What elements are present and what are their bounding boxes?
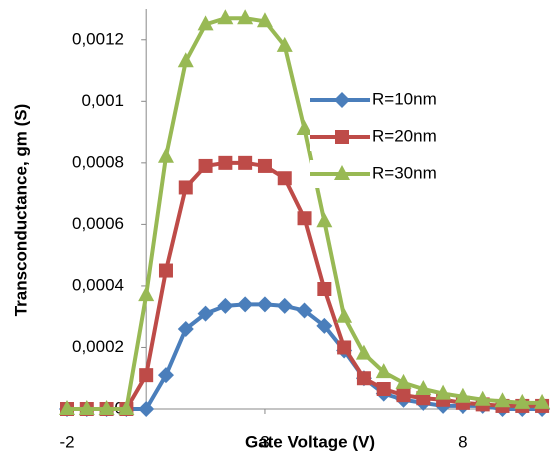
y-tick-label: 0,001	[81, 91, 124, 110]
marker	[157, 147, 174, 163]
marker	[177, 321, 194, 337]
marker	[276, 36, 293, 52]
marker	[335, 130, 349, 144]
marker	[336, 307, 353, 323]
x-tick-label: 3	[260, 432, 269, 451]
marker	[296, 120, 313, 135]
marker	[395, 373, 412, 389]
marker	[334, 165, 350, 180]
marker	[514, 393, 531, 409]
marker	[197, 15, 214, 31]
y-tick-label: 0,0008	[72, 152, 124, 171]
x-axis-label: Gate Voltage (V)	[245, 432, 375, 451]
marker	[534, 393, 551, 409]
marker	[494, 392, 511, 408]
legend-label: R=20nm	[372, 126, 437, 145]
marker	[376, 382, 391, 396]
x-tick-label: 8	[458, 432, 467, 451]
marker	[396, 388, 411, 403]
y-tick-label: 0,0006	[72, 214, 124, 233]
marker	[78, 400, 95, 415]
marker	[197, 305, 214, 322]
marker	[415, 380, 432, 395]
marker	[177, 52, 194, 68]
marker	[157, 367, 174, 384]
marker	[316, 317, 333, 334]
marker	[356, 371, 371, 386]
marker	[138, 401, 155, 417]
marker	[277, 171, 292, 186]
y-tick-label: 0,0012	[72, 29, 124, 48]
marker	[118, 400, 135, 415]
marker	[217, 9, 234, 25]
marker	[454, 387, 471, 403]
legend-label: R=30nm	[372, 163, 437, 182]
legend-label: R=10nm	[372, 89, 437, 108]
y-tick-label: 0,0002	[72, 337, 124, 356]
marker	[237, 296, 254, 313]
marker	[296, 302, 313, 319]
marker	[355, 344, 372, 360]
series-line	[67, 302, 543, 411]
y-axis-label: Transconductance, gm (S)	[11, 104, 30, 317]
marker	[276, 297, 293, 314]
marker	[158, 263, 173, 278]
marker	[59, 400, 75, 415]
marker	[317, 282, 332, 296]
marker	[334, 92, 350, 108]
marker	[138, 286, 155, 302]
marker	[217, 297, 234, 314]
series-line	[67, 160, 543, 411]
y-tick-label: 0,0004	[72, 275, 124, 294]
marker	[218, 155, 233, 170]
marker	[435, 384, 452, 400]
marker	[237, 9, 254, 25]
marker	[316, 212, 333, 228]
marker	[474, 390, 491, 406]
marker	[238, 155, 253, 170]
marker	[256, 296, 273, 313]
marker	[178, 180, 193, 195]
marker	[98, 400, 115, 415]
marker	[256, 12, 273, 28]
marker	[198, 158, 213, 173]
marker	[375, 363, 392, 379]
marker	[297, 211, 312, 226]
marker	[139, 368, 154, 383]
marker	[257, 158, 272, 173]
x-tick-label: -2	[59, 432, 74, 451]
marker	[337, 340, 352, 355]
